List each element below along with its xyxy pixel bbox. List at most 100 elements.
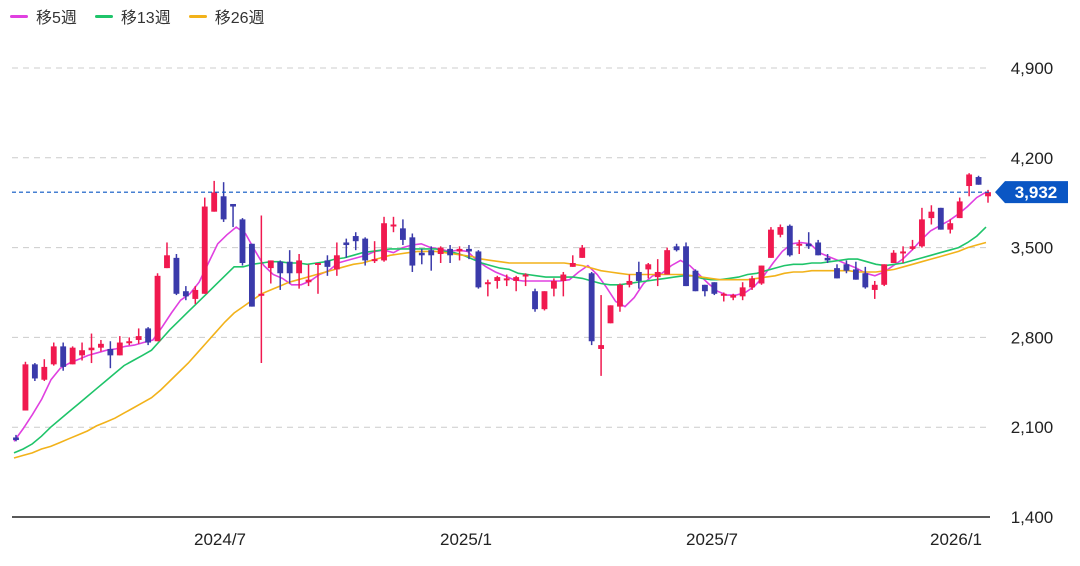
candle [626, 274, 633, 288]
ma13-swatch-icon [94, 14, 113, 18]
candle [522, 273, 529, 287]
candle [154, 273, 161, 342]
candle [31, 363, 38, 382]
candle [362, 237, 369, 266]
legend-label: 移5週 [36, 10, 77, 27]
candle [588, 271, 595, 346]
candle [909, 239, 916, 251]
candle [664, 247, 671, 275]
legend-label: 移26週 [214, 10, 265, 27]
candle [98, 339, 104, 352]
candle [635, 261, 642, 289]
candle [352, 232, 359, 251]
y-tick-label: 3,500 [1011, 239, 1054, 258]
candle [88, 333, 95, 364]
candle [871, 280, 878, 299]
candle [824, 254, 831, 263]
candle [267, 260, 274, 284]
candle [60, 342, 67, 371]
candle [390, 216, 397, 233]
candle [116, 336, 123, 356]
candle [41, 359, 48, 382]
candle [484, 279, 491, 297]
candle [239, 218, 246, 266]
candle [258, 215, 265, 364]
candle [315, 262, 321, 294]
y-tick-label: 4,200 [1011, 149, 1054, 168]
candle [135, 328, 142, 344]
candle [220, 182, 227, 222]
candle [862, 266, 869, 289]
candle [749, 275, 756, 290]
legend-item-ma5[interactable]: 移5週 [10, 4, 77, 28]
candle [201, 197, 208, 294]
candle [182, 286, 189, 301]
ma-line [13, 226, 987, 454]
gridlines [12, 67, 990, 428]
candle [881, 264, 888, 287]
candle [843, 260, 850, 274]
candle [560, 271, 567, 297]
x-tick-label: 2024/7 [194, 530, 246, 549]
ma5-swatch-icon [10, 14, 28, 18]
candle [192, 286, 199, 305]
candle [22, 361, 29, 411]
candle [654, 259, 661, 287]
legend-item-ma26[interactable]: 移26週 [188, 4, 265, 28]
candle [852, 261, 859, 280]
candle [305, 264, 312, 287]
candle [286, 250, 293, 284]
candle [692, 269, 699, 292]
y-tick-label: 1,400 [1011, 508, 1054, 527]
candle [768, 227, 774, 258]
candle [711, 282, 718, 296]
candle [333, 242, 340, 276]
candle [550, 278, 557, 297]
x-tick-label: 2026/1 [930, 530, 982, 549]
candle [815, 239, 822, 256]
legend-label: 移13週 [120, 10, 171, 27]
candle [466, 245, 472, 260]
y-tick-label: 4,900 [1011, 59, 1054, 78]
candle [758, 265, 765, 285]
candle [164, 242, 170, 269]
candle [956, 197, 963, 219]
candle [947, 219, 954, 234]
candle [418, 248, 425, 265]
candle [475, 250, 482, 289]
candle [919, 207, 925, 248]
candle [447, 245, 454, 263]
ma-line [13, 191, 987, 442]
candle [107, 341, 114, 369]
candle [796, 239, 803, 255]
candle [13, 434, 19, 442]
candle [645, 262, 652, 279]
candle [371, 241, 378, 263]
chart-legend: 移5週 移13週 移26週 [10, 4, 265, 28]
current-price-label: 3,932 [1015, 183, 1058, 202]
candle [617, 283, 623, 312]
candle [399, 219, 406, 246]
candle [966, 173, 973, 197]
price-tag-bg [995, 181, 1068, 204]
candle [937, 207, 944, 230]
candle [494, 275, 501, 289]
candle [409, 233, 416, 272]
candle [69, 346, 76, 365]
legend-item-ma13[interactable]: 移13週 [94, 4, 171, 28]
candle [503, 274, 510, 287]
candle [730, 293, 737, 301]
x-tick-label: 2025/7 [686, 530, 738, 549]
candle [834, 264, 840, 279]
candle [230, 203, 236, 228]
candle [324, 255, 331, 276]
candle [381, 216, 387, 262]
ma26-swatch-icon [188, 14, 207, 18]
candle [598, 295, 605, 376]
candle [437, 246, 444, 263]
candle [786, 224, 793, 257]
moving-average-lines [13, 191, 987, 459]
candle [296, 254, 303, 289]
candle [777, 224, 784, 238]
